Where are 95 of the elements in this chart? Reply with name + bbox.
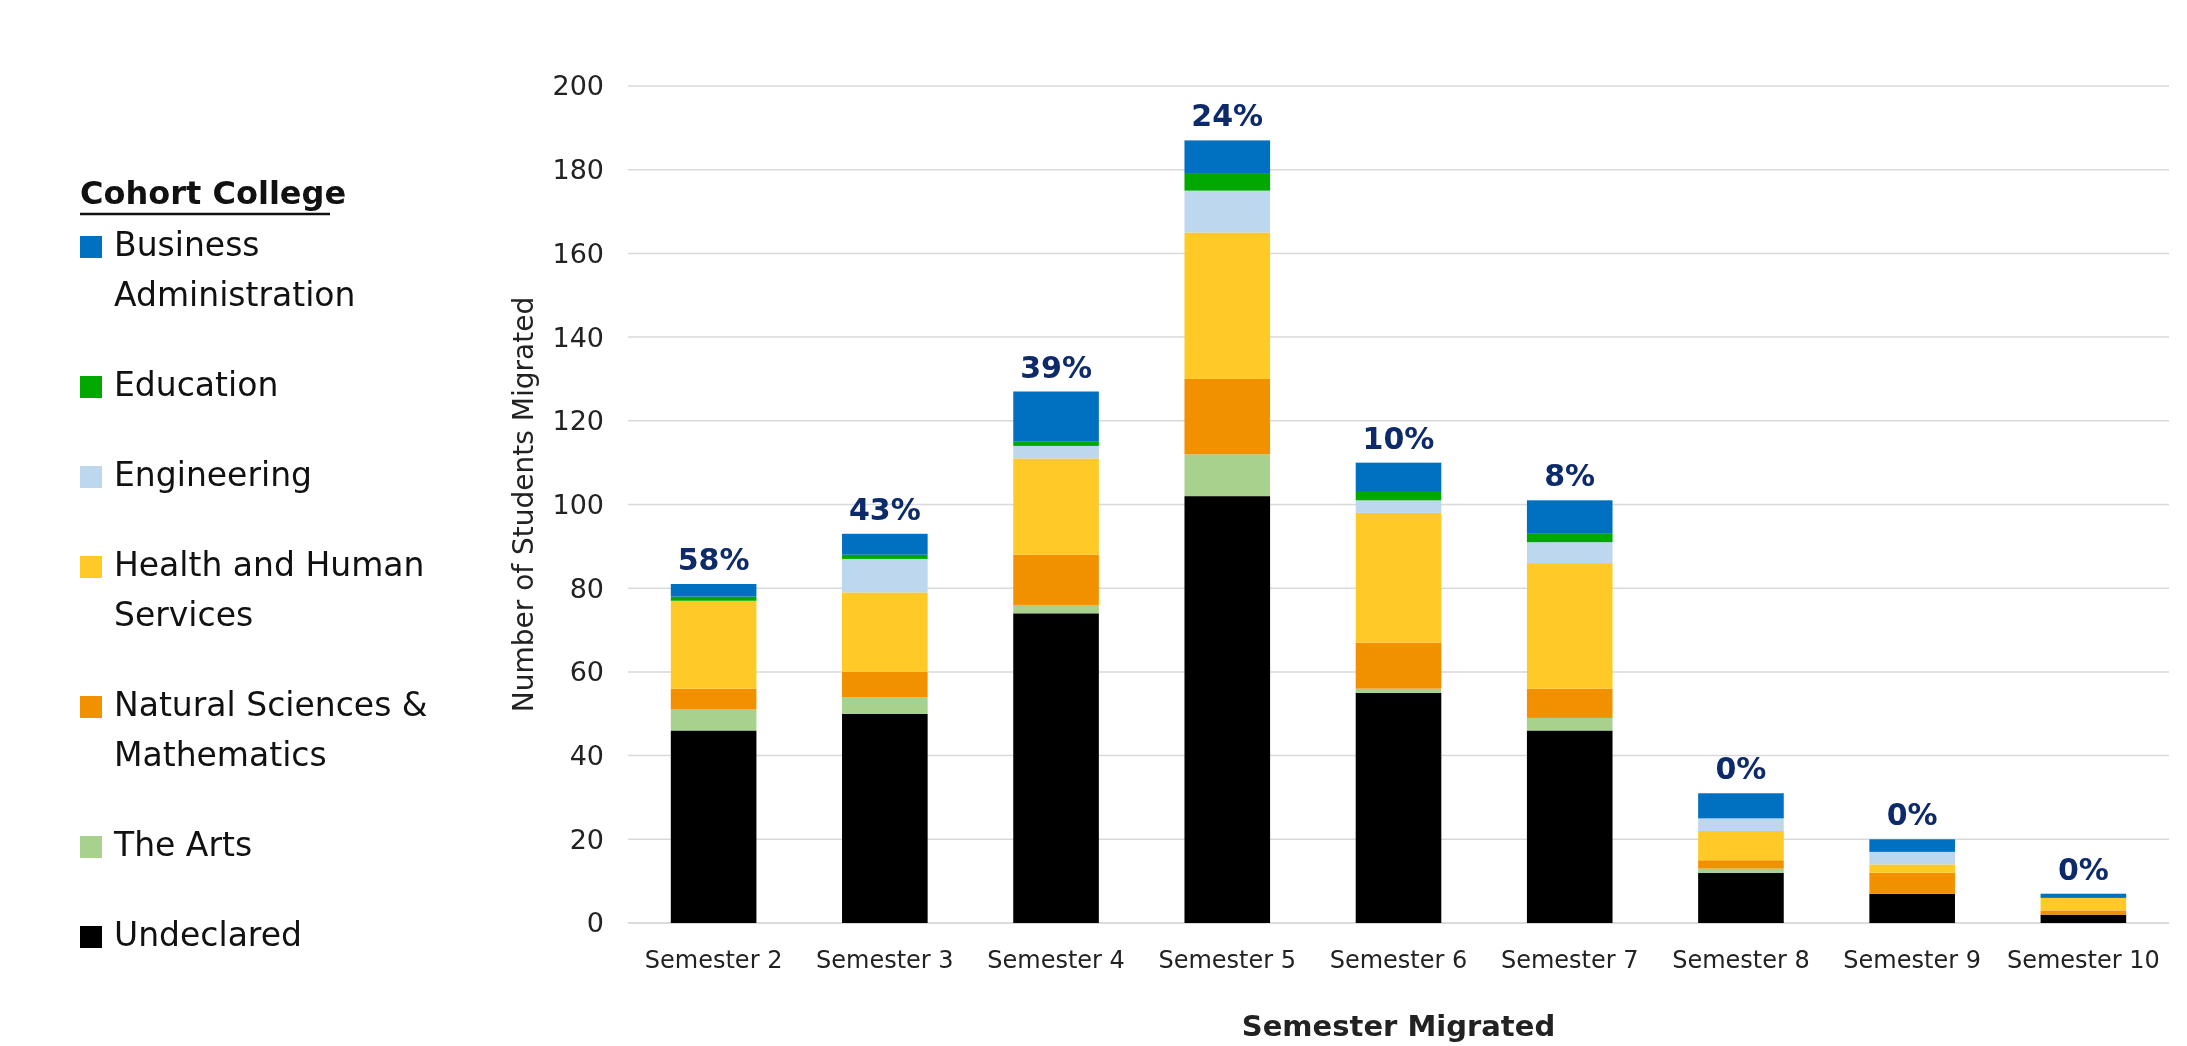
bar <box>670 600 757 689</box>
x-tick-label: Semester 5 <box>1158 946 1297 974</box>
x-tick-label: Semester 9 <box>1843 946 1981 974</box>
bar <box>1355 500 1442 513</box>
annotation: 24% <box>1191 98 1264 134</box>
bar <box>1869 839 1955 852</box>
bar <box>2040 893 2127 898</box>
bar <box>842 697 928 714</box>
bar <box>842 592 928 672</box>
bar <box>1698 818 1784 831</box>
bar <box>1184 173 1271 191</box>
bar <box>1355 512 1442 643</box>
bar <box>2040 910 2127 915</box>
legend-label: Natural Sciences & Mathematics <box>114 685 428 774</box>
legend-label: Health and Human Services <box>114 545 425 634</box>
bar <box>1526 500 1613 534</box>
bar <box>1698 830 1784 861</box>
bar <box>670 596 757 601</box>
bar <box>1013 391 1099 442</box>
bar <box>670 709 757 731</box>
annotation: 0% <box>1715 751 1767 787</box>
legend-label: Education <box>114 365 279 404</box>
bar <box>1869 893 1955 923</box>
y-tick-label: 200 <box>552 70 604 102</box>
annotation: 0% <box>1886 797 1938 833</box>
bar <box>842 533 928 555</box>
bar <box>1698 872 1784 923</box>
x-axis-title: Semester Migrated <box>1241 1009 1556 1043</box>
bar <box>1184 232 1271 379</box>
annotation: 43% <box>848 491 921 527</box>
legend-label: The Arts <box>113 825 253 864</box>
legend-label: Business Administration <box>114 225 356 314</box>
bar <box>1184 454 1271 497</box>
bar <box>1355 491 1442 501</box>
y-tick-label: 0 <box>586 907 604 939</box>
bar <box>1013 604 1099 614</box>
legend-label: Engineering <box>114 455 312 494</box>
bar <box>1355 642 1442 689</box>
x-tick-label: Semester 3 <box>816 946 954 974</box>
annotation: 58% <box>677 542 750 578</box>
x-tick-label: Semester 2 <box>644 946 783 974</box>
y-tick-label: 160 <box>552 237 604 269</box>
annotation: 0% <box>2057 851 2109 887</box>
bar <box>1526 717 1613 731</box>
bar <box>1013 445 1099 459</box>
bar <box>1013 441 1099 446</box>
bar <box>1184 190 1271 233</box>
bar <box>1526 563 1613 689</box>
y-tick-label: 20 <box>569 823 604 855</box>
y-tick-label: 180 <box>552 154 604 186</box>
y-tick-label: 80 <box>569 572 604 604</box>
bar <box>842 671 928 698</box>
annotation: 39% <box>1020 349 1092 385</box>
bar <box>1184 496 1271 923</box>
x-tick-label: Semester 10 <box>2006 946 2160 974</box>
y-tick-label: 40 <box>569 740 604 772</box>
x-tick-label: Semester 6 <box>1329 946 1468 974</box>
y-tick-label: 100 <box>552 488 604 520</box>
bar <box>670 584 757 597</box>
bar <box>842 713 928 923</box>
bar <box>1869 864 1955 873</box>
bar <box>1869 851 1955 865</box>
bar <box>842 558 928 593</box>
bar <box>1184 140 1271 174</box>
bar <box>1013 554 1099 605</box>
bar <box>1526 533 1613 543</box>
bar <box>842 554 928 559</box>
y-tick-label: 140 <box>552 321 604 353</box>
annotation: 10% <box>1362 420 1435 456</box>
legend-label: Undeclared <box>114 915 302 954</box>
bar <box>1698 793 1784 819</box>
bar <box>1184 378 1271 455</box>
annotation: 8% <box>1544 458 1596 494</box>
x-tick-label: Semester 4 <box>987 946 1125 974</box>
bar <box>1526 542 1613 564</box>
bar <box>2040 914 2127 923</box>
bar <box>1355 688 1442 693</box>
y-tick-label: 60 <box>569 656 604 688</box>
bar <box>1698 868 1784 873</box>
bar <box>1013 458 1099 555</box>
bar <box>1698 860 1784 869</box>
bar <box>670 730 757 923</box>
legend-title: Cohort College <box>80 174 347 212</box>
bar <box>1355 692 1442 923</box>
x-tick-label: Semester 8 <box>1672 946 1810 974</box>
bar <box>1013 613 1099 923</box>
bar <box>1355 462 1442 492</box>
bar <box>1526 730 1613 923</box>
bar <box>1526 688 1613 718</box>
bar <box>1869 872 1955 894</box>
y-axis-title: Number of Students Migrated <box>507 296 540 713</box>
x-tick-label: Semester 7 <box>1500 946 1639 974</box>
bar <box>2040 897 2127 911</box>
y-tick-label: 120 <box>552 405 604 437</box>
bar <box>670 688 757 710</box>
